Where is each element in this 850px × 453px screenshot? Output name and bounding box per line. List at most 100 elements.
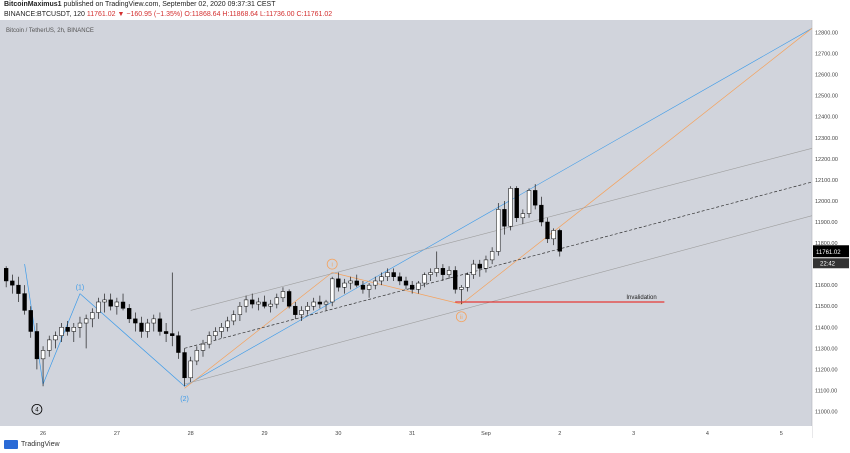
candle-body bbox=[102, 299, 107, 303]
candle-body bbox=[274, 297, 279, 305]
candle-body bbox=[520, 213, 526, 219]
candle-body bbox=[157, 318, 163, 332]
candle-body bbox=[323, 301, 329, 305]
symbol-label: BINANCE:BTCUSDT, 120 bbox=[4, 11, 85, 18]
candle-body bbox=[114, 301, 120, 307]
candle-body bbox=[477, 263, 482, 269]
candle-body bbox=[53, 335, 58, 341]
candle-body bbox=[293, 305, 298, 315]
candle-body bbox=[403, 280, 409, 286]
candle-body bbox=[373, 280, 378, 286]
y-tick-label: 11100.00 bbox=[815, 388, 837, 394]
candle-body bbox=[305, 305, 310, 311]
tradingview-logo-icon bbox=[4, 440, 18, 449]
author-name[interactable]: BitcoinMaximus1 bbox=[4, 1, 62, 8]
symbol-line: BINANCE:BTCUSDT, 120 11761.02 ▼ −160.95 … bbox=[4, 11, 332, 18]
candle-body bbox=[262, 301, 267, 307]
x-tick-label: 4 bbox=[706, 431, 709, 437]
candle-body bbox=[145, 322, 150, 332]
candle-body bbox=[459, 287, 464, 290]
y-tick-label: 11600.00 bbox=[815, 283, 838, 289]
candle-body bbox=[28, 310, 33, 332]
wave-label-circle bbox=[326, 258, 338, 270]
tradingview-brand: TradingView bbox=[21, 441, 60, 448]
candle-body bbox=[194, 350, 200, 362]
candle-body bbox=[453, 270, 458, 290]
candle-body bbox=[188, 360, 193, 379]
countdown-tag bbox=[813, 258, 849, 269]
candle-body bbox=[59, 327, 64, 336]
candle-body bbox=[391, 272, 396, 277]
candle-body bbox=[219, 327, 224, 332]
candle-body bbox=[206, 335, 212, 345]
candle-body bbox=[422, 274, 427, 284]
y-tick-label: 11400.00 bbox=[815, 325, 838, 331]
y-tick-label: 11900.00 bbox=[815, 220, 838, 226]
candle-body bbox=[151, 318, 156, 324]
candle-body bbox=[514, 188, 519, 219]
wave-label: ii bbox=[460, 315, 463, 321]
candle-body bbox=[170, 333, 175, 336]
invalidation-label: Invalidation bbox=[626, 295, 656, 301]
y-tick-label: 12300.00 bbox=[815, 136, 838, 142]
candle-body bbox=[163, 331, 169, 334]
y-tick-label: 12500.00 bbox=[815, 94, 838, 100]
candle-body bbox=[120, 301, 126, 309]
x-tick-label: 29 bbox=[261, 431, 267, 437]
x-tick-label: 31 bbox=[409, 431, 415, 437]
price-chart[interactable]: Bitcoin / TetherUS, 2h, BINANCE 11000.00 1… bbox=[0, 20, 850, 440]
fib-line bbox=[184, 272, 333, 389]
candle-body bbox=[40, 350, 46, 360]
x-tick-label: 5 bbox=[780, 431, 783, 437]
x-tick-label: 28 bbox=[188, 431, 194, 437]
y-tick-label: 12400.00 bbox=[815, 115, 838, 121]
candle-body bbox=[237, 305, 243, 315]
y-tick-label: 11200.00 bbox=[815, 367, 838, 373]
candle-body bbox=[397, 276, 403, 282]
wave-label: i bbox=[332, 262, 333, 268]
candle-body bbox=[354, 280, 359, 286]
candle-body bbox=[496, 209, 501, 252]
x-tick-label: 26 bbox=[40, 431, 46, 437]
y-tick-label: 12600.00 bbox=[815, 73, 838, 79]
y-tick-label: 11800.00 bbox=[815, 241, 838, 247]
candle-body bbox=[317, 301, 323, 305]
candle-body bbox=[133, 318, 138, 324]
candle-body bbox=[311, 301, 316, 307]
candle-body bbox=[280, 291, 286, 299]
tradingview-logo[interactable]: TradingView bbox=[4, 440, 60, 449]
candle-body bbox=[299, 310, 304, 315]
channel-upper-line bbox=[190, 148, 813, 311]
channel-lower-line bbox=[184, 215, 813, 385]
candle-body bbox=[440, 268, 446, 275]
candle-body bbox=[526, 190, 532, 214]
wave-label: (2) bbox=[180, 396, 189, 403]
chart-svg[interactable]: Bitcoin / TetherUS, 2h, BINANCE 11000.00 1… bbox=[0, 20, 850, 440]
wave-label-circle bbox=[31, 403, 43, 415]
last-price-tag-label: 11761.02 bbox=[816, 250, 841, 256]
candle-body bbox=[379, 276, 384, 282]
fib-line bbox=[332, 272, 462, 305]
countdown-tag-label: 22:42 bbox=[820, 261, 836, 267]
wave-line bbox=[24, 264, 44, 385]
candle-body bbox=[533, 190, 538, 206]
candle-body bbox=[16, 284, 21, 294]
candle-body bbox=[385, 272, 390, 277]
fib-line bbox=[461, 28, 813, 305]
candle-body bbox=[551, 230, 556, 240]
candle-body bbox=[96, 301, 101, 313]
candle-body bbox=[348, 280, 353, 284]
candle-body bbox=[360, 284, 366, 290]
wave-label: 4 bbox=[35, 408, 39, 414]
candle-body bbox=[65, 327, 70, 332]
x-tick-label: 2 bbox=[558, 431, 561, 437]
candle-body bbox=[465, 274, 470, 288]
candle-body bbox=[90, 312, 95, 320]
candle-body bbox=[108, 299, 113, 307]
candle-body bbox=[225, 320, 230, 328]
candle-body bbox=[83, 318, 89, 324]
candle-body bbox=[483, 259, 489, 269]
y-tick-label: 12800.00 bbox=[815, 31, 838, 37]
candle-body bbox=[342, 282, 347, 288]
candle-body bbox=[71, 327, 76, 332]
